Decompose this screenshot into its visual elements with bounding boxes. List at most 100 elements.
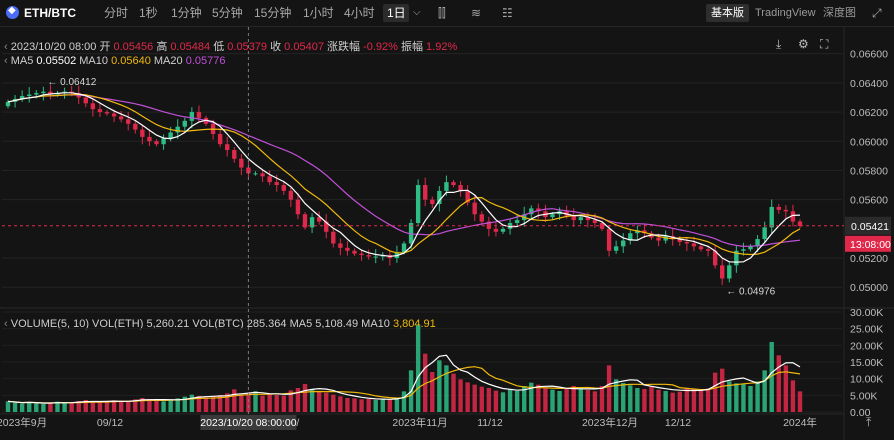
interval-dropdown-icon[interactable]: ⌵ <box>413 7 421 18</box>
volume-bar <box>564 389 569 412</box>
volume-bar <box>472 384 477 412</box>
volume-bar <box>628 385 633 412</box>
candle <box>352 250 357 254</box>
candle <box>415 185 421 224</box>
candle <box>769 206 774 228</box>
settings-icon[interactable]: ⚙ <box>798 37 809 51</box>
volume-bar <box>507 389 513 412</box>
interval-tab-5m[interactable]: 5分钟 <box>212 6 243 20</box>
candle <box>536 208 541 212</box>
collapse-icon[interactable]: ‹ <box>4 55 8 67</box>
volume-bar <box>253 391 258 412</box>
settings-icon[interactable]: ☷ <box>502 6 513 20</box>
candle <box>288 190 294 200</box>
volume-bar <box>592 391 598 412</box>
candle <box>5 101 11 107</box>
volume-tick-label: 15.00K <box>850 357 883 369</box>
ma10-label: MA10 <box>79 55 108 67</box>
download-icon[interactable]: ⤓ <box>776 37 782 51</box>
price-chart[interactable]: 0.06600 0.06400 0.06200 0.06000 0.05800 0.056… <box>0 27 894 440</box>
volume-bar <box>776 355 781 412</box>
last-price-tag <box>845 216 891 235</box>
volume-bar <box>41 404 46 412</box>
volume-bar <box>522 386 527 412</box>
volume-bar <box>691 389 697 412</box>
pair-title[interactable]: ETH/BTC <box>24 6 76 20</box>
volume-bar <box>465 382 470 412</box>
volume-bar <box>5 401 11 412</box>
candle <box>592 220 598 224</box>
volume-bar <box>168 400 173 412</box>
volume-bar <box>111 400 117 412</box>
interval-tab-15m[interactable]: 15分钟 <box>254 6 292 20</box>
volume-bar <box>62 402 67 412</box>
volume-bar <box>387 399 393 412</box>
mode-depth-tab[interactable]: 深度图 <box>823 7 856 19</box>
volume-bar <box>613 379 619 412</box>
change-label: 涨跌幅 <box>327 41 360 53</box>
volume-bar <box>458 379 463 412</box>
max-price-marker: ← 0.06412 <box>47 77 96 88</box>
candle <box>514 220 520 224</box>
volume-bar <box>797 391 803 412</box>
screenshot-icon[interactable]: ⛶ <box>820 37 829 51</box>
candle <box>331 231 336 244</box>
volume-bar <box>302 384 308 412</box>
axis-reset-icon[interactable]: ⤒ <box>866 415 872 429</box>
interval-tab-1s[interactable]: 1秒 <box>139 6 158 20</box>
candle <box>472 202 477 215</box>
volume-bar <box>578 388 583 412</box>
collapse-icon[interactable]: ‹ <box>4 41 8 53</box>
volume-bar <box>175 398 180 412</box>
mode-tradingview-tab[interactable]: TradingView <box>755 7 816 19</box>
volume-bar <box>352 398 357 412</box>
candle <box>677 239 682 242</box>
volume-bar <box>656 389 661 412</box>
candle <box>232 150 237 159</box>
collapse-icon[interactable]: ‹ <box>4 318 8 330</box>
interval-tab-4h[interactable]: 4小时 <box>344 6 375 20</box>
candle <box>175 126 180 133</box>
x-tick-label: 2023年11月 <box>392 416 447 429</box>
high-value: 0.05484 <box>170 41 211 53</box>
interval-tab-time[interactable]: 分时 <box>104 6 129 20</box>
volume-bar <box>684 387 690 412</box>
ma10-value: 0.05640 <box>111 55 151 67</box>
volume-bar <box>437 360 442 412</box>
open-label: 开 <box>99 41 111 53</box>
candle <box>97 109 103 113</box>
interval-tab-1d[interactable]: 1日 <box>387 6 406 20</box>
candle <box>302 214 308 228</box>
x-tick-label: 11/12 <box>477 417 503 429</box>
volume-tick-label: 5.00K <box>850 390 877 402</box>
volume-bar <box>748 386 753 412</box>
x-tick-label: 12/12 <box>665 417 691 429</box>
volume-bar <box>415 325 421 412</box>
volume-tick-label: 25.00K <box>850 324 883 336</box>
candle <box>239 158 244 168</box>
candle <box>507 223 513 229</box>
interval-tab-1h[interactable]: 1小时 <box>303 6 334 20</box>
volume-bar <box>451 373 456 412</box>
chart-type-candle-icon[interactable]: ⫿⫿ <box>438 6 446 20</box>
volume-bar <box>338 396 343 412</box>
ma5-label: MA5 <box>10 55 34 67</box>
fullscreen-icon[interactable]: ⤢ <box>872 6 882 20</box>
toolbar: ETH/BTC 分时 1秒 1分钟 5分钟 15分钟 1小时 4小时 1日 ⌵ … <box>0 0 894 27</box>
candle <box>246 167 251 174</box>
indicator-icon[interactable]: ≋ <box>471 6 482 20</box>
last-price-label: 0.05421 <box>851 221 889 233</box>
volume-bar <box>762 370 767 412</box>
candle <box>762 227 767 240</box>
mode-basic-tab[interactable]: 基本版 <box>706 4 749 22</box>
volume-tick-label: 20.00K <box>850 340 883 352</box>
x-tick-label: 2023年12月 <box>582 416 638 429</box>
candle <box>741 249 746 251</box>
candle <box>635 230 640 234</box>
volume-bar <box>225 393 230 412</box>
interval-tab-1m[interactable]: 1分钟 <box>171 6 202 20</box>
candle <box>83 97 88 104</box>
volume-bar <box>90 401 96 412</box>
candle <box>34 93 39 95</box>
candle <box>493 228 499 232</box>
